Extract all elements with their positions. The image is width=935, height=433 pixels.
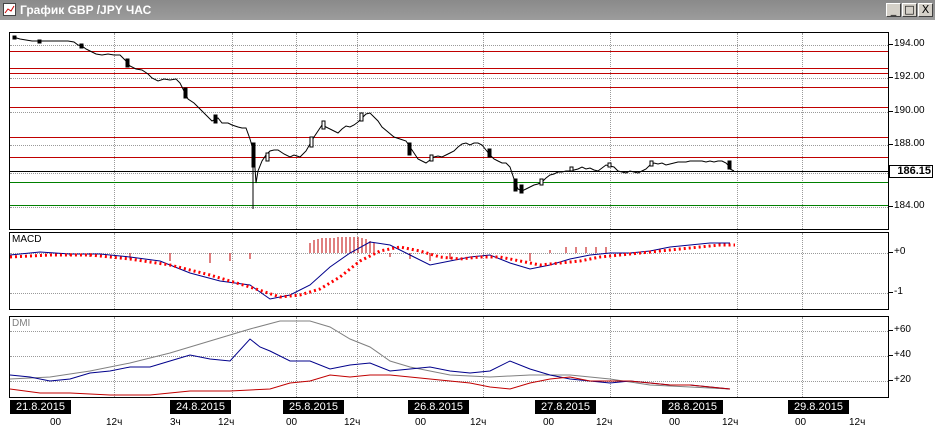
- dmi-axis-label: +20: [894, 374, 911, 385]
- hour-label: 00: [50, 417, 62, 428]
- date-label: 25.8.2015: [283, 400, 344, 414]
- price-axis-label: 184.00: [894, 200, 925, 211]
- chart-icon: [3, 3, 16, 16]
- macd-axis-label: +0: [894, 246, 906, 257]
- macd-axis-label: -1: [894, 286, 903, 297]
- date-label: 21.8.2015: [10, 400, 71, 414]
- hour-label: 00: [669, 417, 681, 428]
- hour-label: 00: [415, 417, 427, 428]
- dmi-panel[interactable]: DMI: [9, 316, 889, 398]
- hour-label: 12ч: [722, 417, 739, 428]
- resistance-line: [10, 107, 888, 108]
- hour-label: 12ч: [344, 417, 361, 428]
- hour-label: 12ч: [470, 417, 487, 428]
- hour-label: 12ч: [106, 417, 123, 428]
- resistance-line: [10, 87, 888, 88]
- resistance-line: [10, 137, 888, 138]
- hour-label: 00: [543, 417, 555, 428]
- window-title: График GBP /JPY ЧАС: [20, 3, 152, 17]
- macd-panel[interactable]: MACD: [9, 232, 889, 310]
- date-label: 26.8.2015: [408, 400, 469, 414]
- hour-label: 12ч: [596, 417, 613, 428]
- support-line: [10, 205, 888, 206]
- hour-label: 00: [795, 417, 807, 428]
- price-candles: [12, 35, 735, 209]
- price-axis-label: 192.00: [894, 71, 925, 82]
- hour-label: 12ч: [849, 417, 866, 428]
- price-axis-label: 190.00: [894, 105, 925, 116]
- hour-label: 12ч: [218, 417, 235, 428]
- date-label: 28.8.2015: [662, 400, 723, 414]
- dmi-label: DMI: [12, 318, 31, 329]
- support-line: [10, 182, 888, 183]
- close-button[interactable]: X: [918, 3, 933, 17]
- current-price-line: [10, 171, 888, 172]
- date-label: 29.8.2015: [788, 400, 849, 414]
- macd-plot: [10, 237, 735, 300]
- macd-label: MACD: [12, 234, 42, 245]
- date-label: 24.8.2015: [170, 400, 231, 414]
- minimize-button[interactable]: _: [886, 3, 901, 17]
- hour-label: 3ч: [170, 417, 181, 428]
- chart-area[interactable]: MACD: [0, 20, 935, 433]
- maximize-button[interactable]: □: [902, 3, 917, 17]
- current-price-badge: 186.15: [889, 165, 933, 178]
- dmi-axis-label: +40: [894, 349, 911, 360]
- price-axis-label: 194.00: [894, 38, 925, 49]
- price-axis-label: 188.00: [894, 138, 925, 149]
- dmi-axis-label: +60: [894, 324, 911, 335]
- dmi-plot: [10, 320, 731, 396]
- resistance-line: [10, 51, 888, 52]
- resistance-line: [10, 68, 888, 69]
- hour-label: 00: [286, 417, 298, 428]
- date-label: 27.8.2015: [535, 400, 596, 414]
- resistance-line: [10, 157, 888, 158]
- resistance-line: [10, 73, 888, 74]
- price-panel[interactable]: [9, 32, 889, 230]
- title-bar[interactable]: График GBP /JPY ЧАС _ □ X: [0, 0, 935, 20]
